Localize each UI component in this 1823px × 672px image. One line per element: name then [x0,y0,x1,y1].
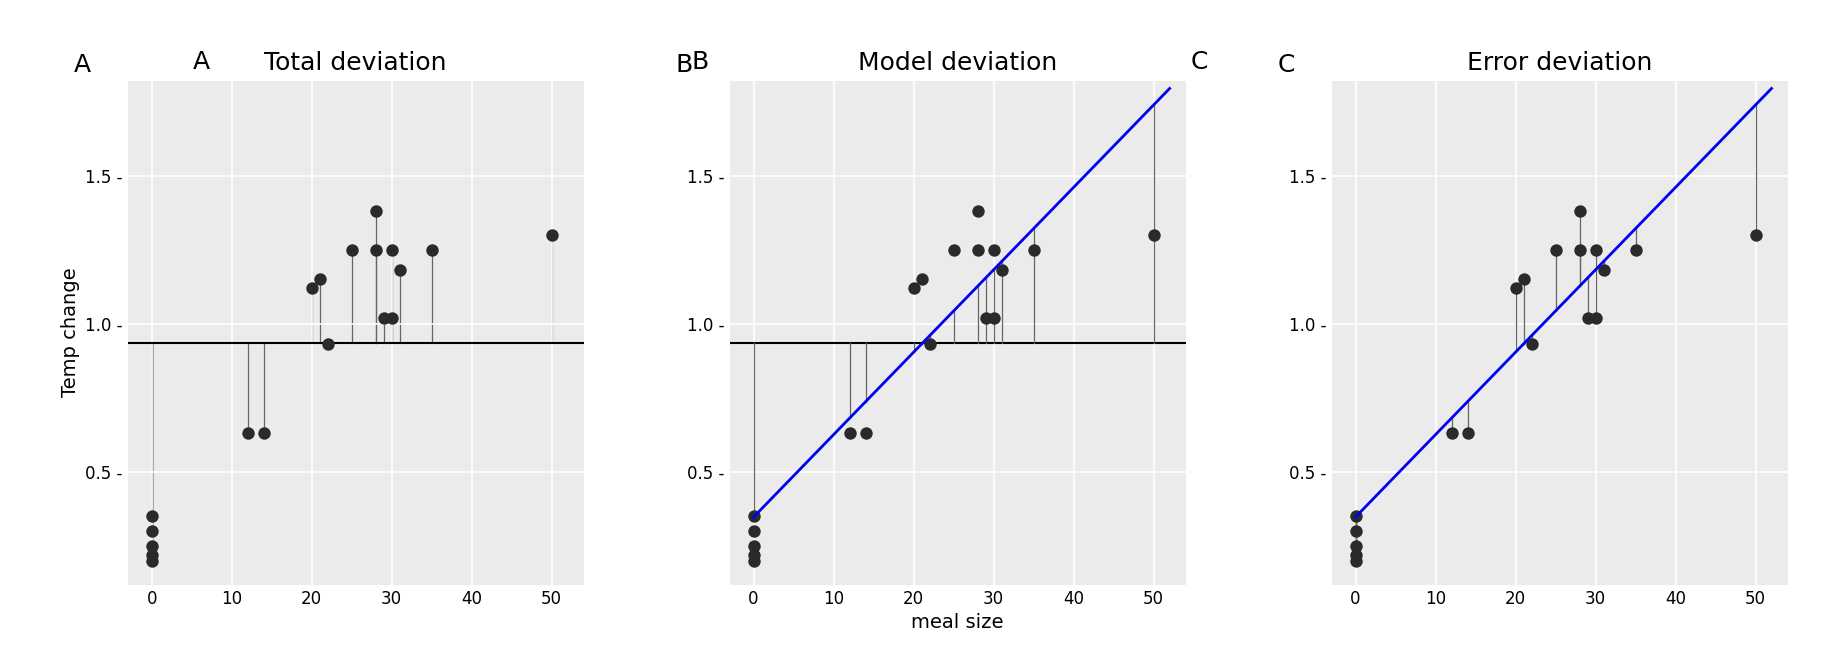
Point [851,428,881,439]
Point [1564,244,1593,255]
Point [1739,229,1768,240]
Text: B: B [675,53,693,77]
Point [986,265,1015,276]
Title: Total deviation: Total deviation [264,50,447,75]
Point [738,541,767,552]
Point [738,511,767,522]
Point [1453,428,1482,439]
Point [899,283,928,294]
Point [361,244,390,255]
Point [1340,550,1369,560]
Point [1564,206,1593,216]
Point [738,526,767,537]
Point [1340,541,1369,552]
Point [1581,244,1610,255]
Point [417,244,447,255]
Point [536,229,565,240]
Point [939,244,968,255]
X-axis label: meal size: meal size [912,613,1003,632]
Point [1581,312,1610,323]
Point [250,428,279,439]
Point [738,550,767,560]
Text: A: A [73,53,91,77]
Point [1340,556,1369,566]
Point [1540,244,1570,255]
Point [337,244,366,255]
Point [137,526,166,537]
Point [1019,244,1048,255]
Text: A: A [193,50,210,74]
Point [137,511,166,522]
Point [368,312,397,323]
Point [1138,229,1167,240]
Point [963,244,992,255]
Text: B: B [691,50,709,74]
Point [377,244,407,255]
Point [297,283,326,294]
Point [137,541,166,552]
Point [963,206,992,216]
Title: Error deviation: Error deviation [1466,50,1652,75]
Point [1621,244,1650,255]
Point [233,428,263,439]
Point [1588,265,1617,276]
Text: C: C [1276,53,1294,77]
Point [979,244,1008,255]
Point [361,206,390,216]
Point [835,428,864,439]
Point [304,274,334,285]
Point [314,339,343,350]
Point [906,274,935,285]
Text: C: C [1190,50,1207,74]
Point [1340,526,1369,537]
Point [1437,428,1466,439]
Point [915,339,944,350]
Point [738,556,767,566]
Point [137,550,166,560]
Title: Model deviation: Model deviation [857,50,1057,75]
Point [1340,511,1369,522]
Point [979,312,1008,323]
Point [385,265,414,276]
Y-axis label: Temp change: Temp change [60,268,80,397]
Point [1517,339,1546,350]
Point [970,312,999,323]
Point [1508,274,1537,285]
Point [1571,312,1601,323]
Point [1500,283,1529,294]
Point [377,312,407,323]
Point [137,556,166,566]
